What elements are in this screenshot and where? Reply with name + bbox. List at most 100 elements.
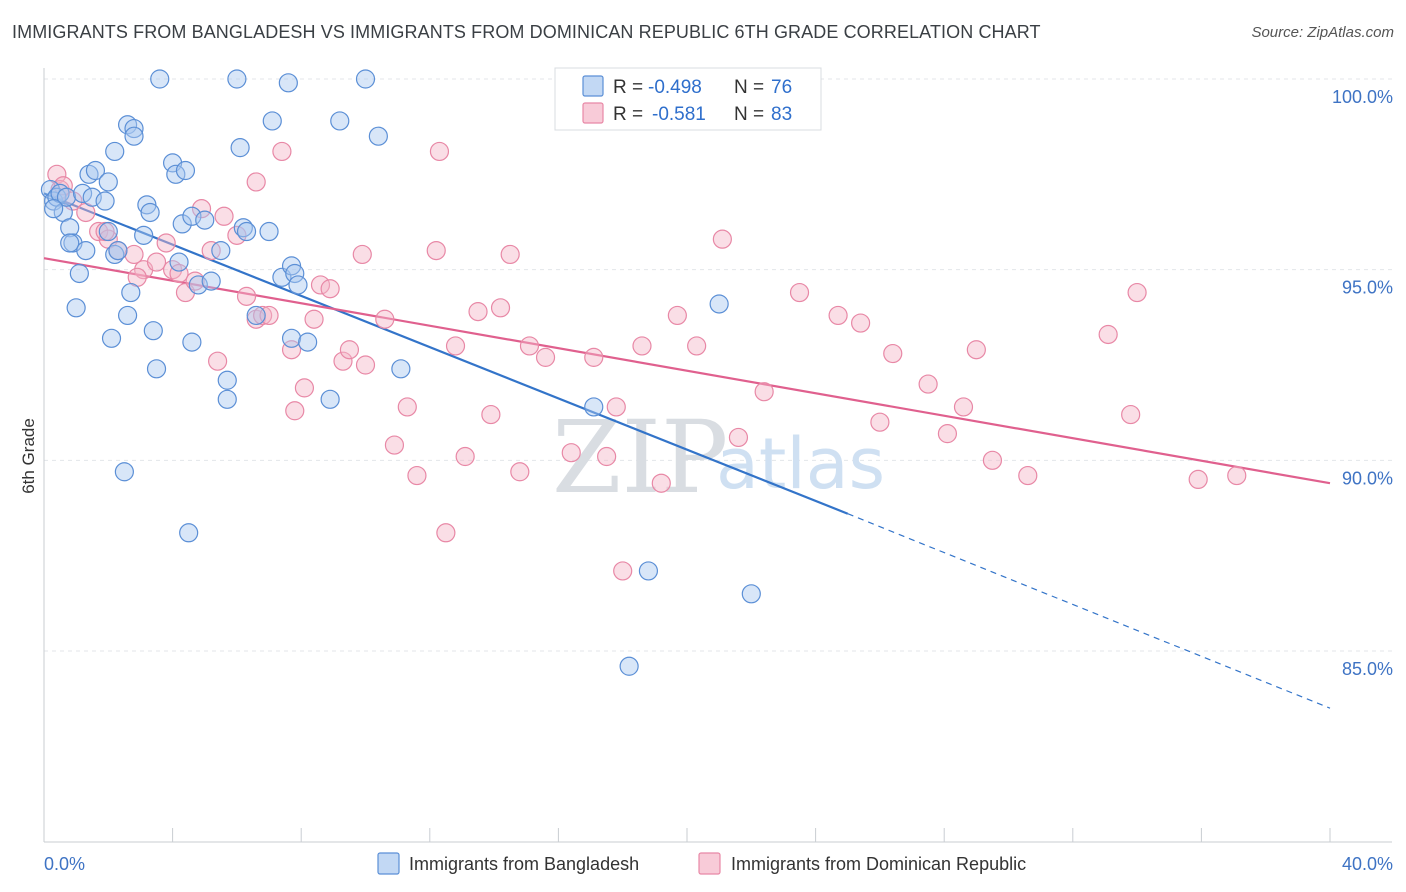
- point-dominican: [169, 263, 189, 284]
- point-dominican: [828, 305, 848, 326]
- point-dominican: [146, 252, 167, 272]
- legend-n-value: 83: [771, 104, 792, 125]
- legend-n-value: 76: [771, 77, 792, 98]
- trend-line-dominican: [43, 257, 1331, 485]
- point-bangladesh: [44, 199, 64, 219]
- point-dominican: [632, 336, 652, 356]
- point-bangladesh: [230, 138, 250, 158]
- point-bangladesh: [262, 111, 282, 131]
- point-dominican: [937, 424, 958, 444]
- point-bangladesh: [368, 126, 388, 146]
- point-dominican: [535, 347, 556, 367]
- point-bangladesh: [72, 183, 93, 203]
- point-bangladesh: [56, 187, 77, 207]
- point-dominican: [455, 446, 475, 467]
- point-dominican: [236, 286, 257, 306]
- point-bangladesh: [584, 397, 604, 417]
- point-bangladesh: [114, 462, 134, 482]
- point-bangladesh: [66, 298, 86, 318]
- point-dominican: [1121, 404, 1141, 425]
- point-dominican: [1227, 465, 1247, 486]
- point-bangladesh: [98, 172, 118, 192]
- point-bangladesh: [259, 221, 279, 242]
- point-dominican: [246, 172, 266, 192]
- trend-line-bangladesh: [43, 192, 849, 515]
- legend-swatch-bangladesh: [582, 75, 604, 97]
- point-bangladesh: [211, 241, 231, 261]
- point-dominican: [481, 404, 501, 425]
- trend-line-bangladesh-extension: [847, 513, 1331, 709]
- bottom-legend-swatch-bangladesh: [377, 852, 400, 875]
- point-bangladesh: [76, 241, 96, 261]
- point-dominican: [429, 141, 450, 162]
- x-tick-label: 0.0%: [44, 854, 85, 874]
- legend-r-label: R =: [613, 77, 643, 98]
- point-dominican: [426, 241, 446, 261]
- point-dominican: [490, 298, 511, 318]
- point-dominican: [687, 336, 707, 356]
- point-bangladesh: [175, 160, 196, 181]
- point-dominican: [339, 340, 360, 360]
- legend-swatch-dominican: [582, 102, 604, 124]
- watermark-atlas: atlas: [716, 423, 885, 505]
- legend-n-label: N =: [734, 77, 764, 98]
- point-dominican: [156, 233, 176, 253]
- bottom-legend-label: Immigrants from Bangladesh: [409, 854, 639, 874]
- legend-r-value: -0.498: [648, 77, 702, 98]
- point-bangladesh: [134, 225, 154, 245]
- point-dominican: [851, 313, 871, 333]
- point-bangladesh: [60, 233, 80, 253]
- y-tick-label: 85.0%: [1342, 659, 1393, 679]
- point-bangladesh: [278, 73, 298, 93]
- point-dominican: [667, 305, 687, 326]
- top-legend: R = -0.498 N = 76 R = -0.581 N = 83: [554, 67, 822, 131]
- point-dominican: [208, 351, 228, 371]
- point-bangladesh: [117, 305, 138, 326]
- point-bangladesh: [188, 275, 208, 295]
- point-bangladesh: [169, 252, 189, 272]
- point-bangladesh: [121, 282, 141, 303]
- point-bangladesh: [201, 271, 221, 291]
- point-bangladesh: [227, 69, 247, 89]
- point-dominican: [214, 206, 234, 226]
- point-dominican: [584, 347, 604, 367]
- point-bangladesh: [150, 69, 170, 89]
- point-dominican: [285, 401, 305, 421]
- point-bangladesh: [182, 206, 202, 226]
- point-bangladesh: [143, 321, 163, 341]
- point-dominican: [870, 412, 890, 432]
- point-bangladesh: [741, 584, 761, 604]
- point-dominican: [651, 473, 671, 493]
- point-dominican: [754, 382, 774, 402]
- point-dominican: [191, 199, 212, 219]
- point-dominican: [1188, 469, 1208, 489]
- bottom-legend-label: Immigrants from Dominican Republic: [731, 854, 1026, 874]
- point-bangladesh: [638, 561, 659, 581]
- axes: [43, 68, 1392, 843]
- point-bangladesh: [140, 202, 160, 223]
- point-bangladesh: [124, 126, 144, 146]
- point-dominican: [519, 336, 540, 356]
- point-bangladesh: [236, 221, 257, 242]
- point-bangladesh: [146, 359, 167, 379]
- point-bangladesh: [172, 214, 192, 234]
- point-dominican: [561, 443, 581, 463]
- point-dominican: [606, 397, 626, 417]
- legend-r-label: R =: [613, 104, 643, 125]
- y-tick-label: 90.0%: [1342, 468, 1393, 488]
- point-bangladesh: [82, 187, 102, 207]
- point-bangladesh: [298, 332, 318, 352]
- point-dominican: [728, 427, 749, 448]
- point-bangladesh: [166, 164, 186, 184]
- point-dominican: [89, 221, 109, 242]
- point-dominican: [397, 397, 417, 417]
- point-dominican: [883, 343, 903, 364]
- point-dominican: [436, 523, 456, 543]
- watermark: ZIP atlas: [552, 399, 885, 516]
- point-dominican: [227, 225, 247, 245]
- legend-n-label: N =: [734, 104, 764, 125]
- point-bangladesh: [179, 523, 199, 543]
- point-dominican: [352, 244, 372, 265]
- point-dominican: [281, 340, 302, 360]
